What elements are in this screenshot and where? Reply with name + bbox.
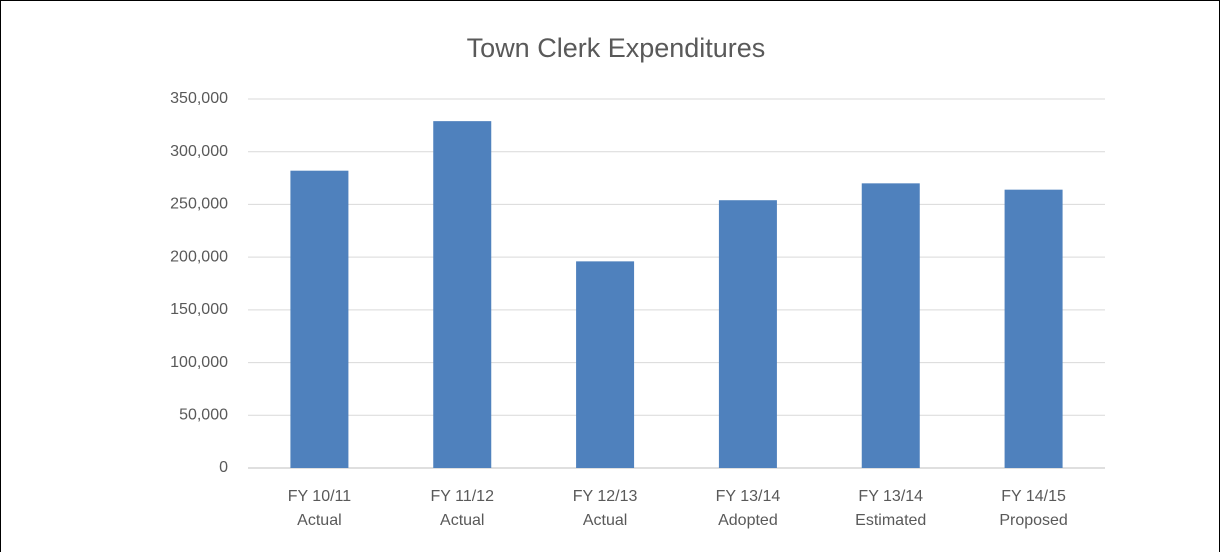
x-tick-label-line: Proposed xyxy=(999,512,1068,529)
y-tick-label: 250,000 xyxy=(170,196,228,213)
bar xyxy=(718,200,777,468)
bar xyxy=(861,183,920,469)
x-tick-label-line: FY 14/15 xyxy=(1001,488,1066,505)
x-tick-label: FY 11/12 Actual xyxy=(431,488,495,529)
x-tick-label-line: FY 11/12 xyxy=(431,488,495,505)
x-tick-label: FY 10/11 Actual xyxy=(288,488,352,529)
bar xyxy=(1004,189,1063,468)
x-tick-label: FY 13/14 Adopted xyxy=(716,488,781,529)
x-tick-label-line: Estimated xyxy=(855,512,926,529)
x-tick-label-line: FY 10/11 xyxy=(288,488,352,505)
x-tick-label: FY 14/15 Proposed xyxy=(999,488,1068,529)
x-tick-label-line: Actual xyxy=(583,512,627,529)
x-tick-label-line: FY 12/13 xyxy=(573,488,638,505)
chart-title: Town Clerk Expenditures xyxy=(467,33,766,63)
y-tick-label: 350,000 xyxy=(170,90,228,107)
x-tick-label-line: Actual xyxy=(440,512,484,529)
x-tick-label: FY 12/13 Actual xyxy=(573,488,638,529)
x-tick-label-line: FY 13/14 xyxy=(716,488,781,505)
bar xyxy=(290,170,349,469)
y-tick-label: 100,000 xyxy=(170,354,228,371)
bar xyxy=(576,261,635,468)
x-tick-label: FY 13/14 Estimated xyxy=(855,488,926,529)
bar xyxy=(433,121,492,468)
x-tick-label-line: Adopted xyxy=(718,512,778,529)
y-tick-label: 150,000 xyxy=(170,301,228,318)
y-tick-label: 50,000 xyxy=(179,407,228,424)
y-tick-label: 0 xyxy=(219,459,228,476)
y-tick-label: 200,000 xyxy=(170,248,228,265)
x-tick-label-line: Actual xyxy=(297,512,341,529)
x-tick-label-line: FY 13/14 xyxy=(858,488,923,505)
y-tick-label: 300,000 xyxy=(170,143,228,160)
